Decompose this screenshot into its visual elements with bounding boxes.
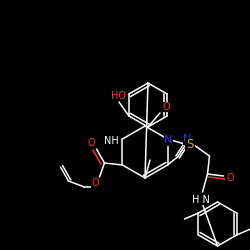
Text: NH: NH [104, 136, 118, 146]
Text: S: S [186, 138, 193, 150]
Text: H N: H N [192, 195, 210, 205]
Text: O: O [88, 138, 95, 148]
Text: O: O [227, 173, 234, 183]
Text: N: N [164, 135, 173, 145]
Text: O: O [162, 102, 170, 112]
Text: N: N [183, 134, 192, 144]
Text: HO: HO [112, 91, 126, 101]
Text: O: O [92, 178, 99, 188]
